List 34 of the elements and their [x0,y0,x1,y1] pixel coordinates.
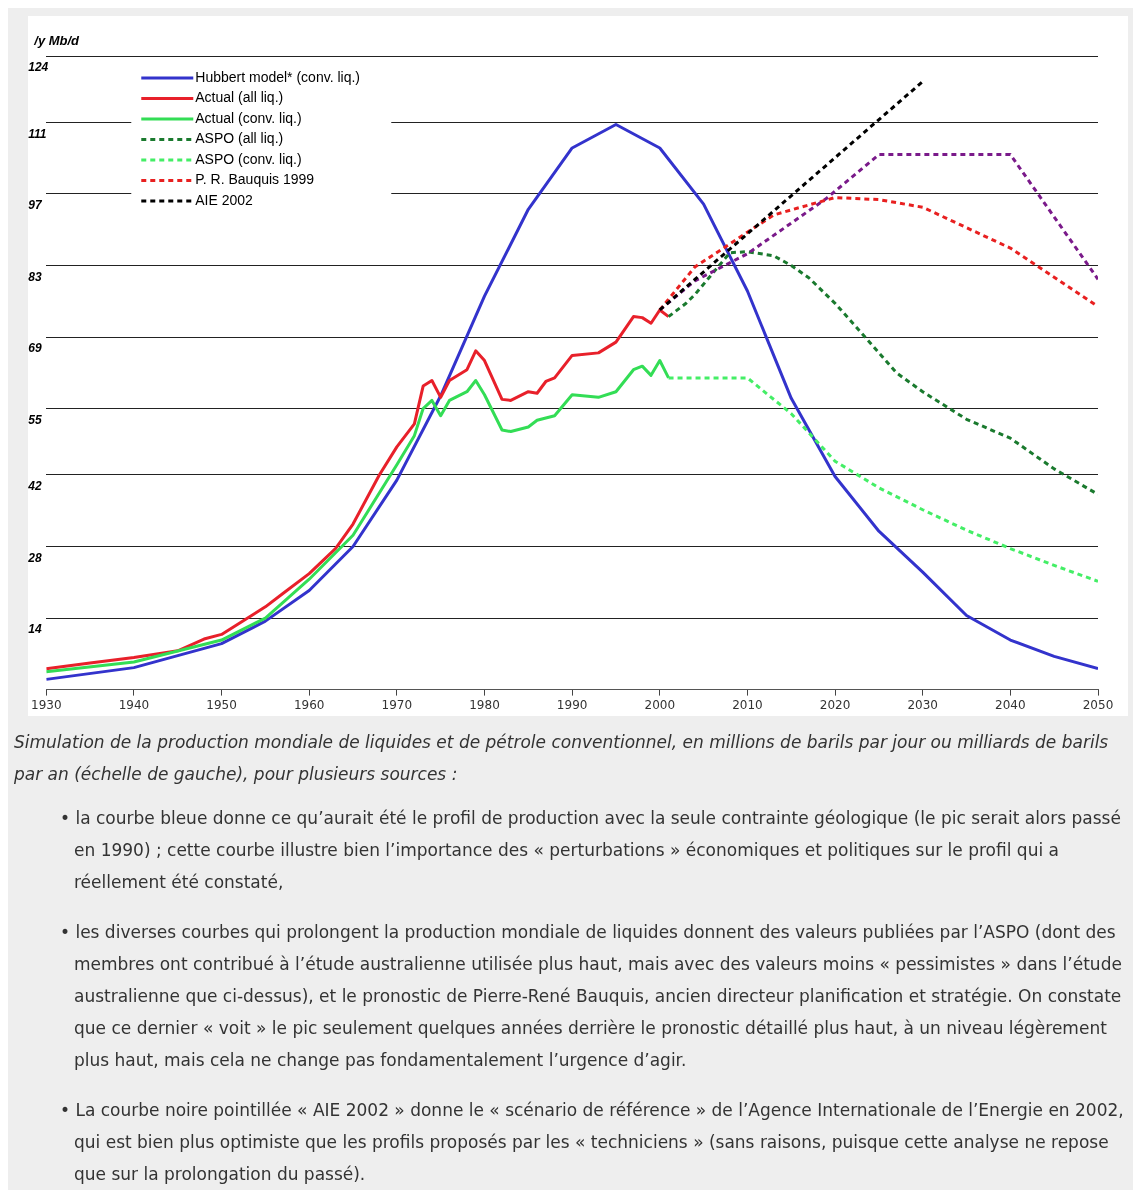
legend-label: Actual (conv. liq.) [195,109,302,126]
y-tick-label: 83 [28,269,42,284]
legend-label: Hubbert model* (conv. liq.) [195,68,360,85]
y-tick-label: 124 [28,60,49,75]
legend-label: P. R. Bauquis 1999 [195,171,315,188]
x-tick-label: 2050 [1082,697,1114,712]
text: • la courbe bleue donne ce qu’aurait été le profil de production avec la seule contrainte géologique (le pic serait alors passé en 1990) ; cette courbe illustre bien l’importance des « perturbations » économiques et politiques sur le profil qui a réellement été constaté, [60,807,1122,894]
y-tick-label: 111 [28,126,47,141]
x-tick-label: 2000 [644,697,676,712]
legend-label: ASPO (all liq.) [195,130,284,147]
legend-label: Actual (all liq.) [195,89,284,106]
text: • La courbe noire pointillée « AIE 2002 » donne le « scénario de référence » de l’Agence Internationale de l’Energie en 2002, qui est bien plus optimiste que les profils proposés par les « techniciens » (sans raisons, puisque cette analyse ne repose que sur la prolongation du passé). [60,1099,1125,1186]
x-tick-label: 2030 [907,697,938,712]
legend-label: AIE 2002 [195,191,254,208]
legend-label: ASPO (conv. liq.) [195,150,302,167]
x-tick-label: 2040 [995,697,1026,712]
x-tick-label: 1930 [31,697,62,712]
y-tick-label: 28 [27,550,42,565]
x-tick-label: 1990 [556,697,588,712]
y-tick-label: 97 [28,198,43,213]
x-tick-label: 2010 [732,697,763,712]
x-tick-label: 1970 [381,697,413,712]
y-tick-label: 69 [28,341,42,356]
x-tick-label: 1980 [469,697,500,712]
x-tick-label: 1940 [118,697,150,712]
y-tick-label: 14 [28,622,42,637]
y-tick-label: 42 [27,479,42,494]
x-tick-label: 1950 [206,697,237,712]
y-axis-title: /y Mb/d [33,33,81,49]
text: • les diverses courbes qui prolongent la production mondiale de liquides donnent des valeurs publiées par l’ASPO (dont des membres ont contribué à l’étude australienne utilisée plus haut, mais avec des valeurs moins « pessimistes » dans l’étude australienne que ci-dessus), et le pronostic de Pierre-René Bauquis, ancien directeur planification et stratégie. On constate que ce dernier « voit » le pic seulement quelques années derrière le pronostic détaillé plus haut, à un niveau légèrement plus haut, mais cela ne change pas fondamentalement l’urgence d’agir. [60,921,1123,1072]
y-tick-label: 55 [28,412,42,427]
x-tick-label: 2020 [819,697,851,712]
text: Simulation de la production mondiale de liquides et de pétrole conventionnel, en millions de barils par jour ou milliards de barils par an (échelle de gauche), pour plusieurs sources : [14,731,1110,786]
x-tick-label: 1960 [293,697,325,712]
